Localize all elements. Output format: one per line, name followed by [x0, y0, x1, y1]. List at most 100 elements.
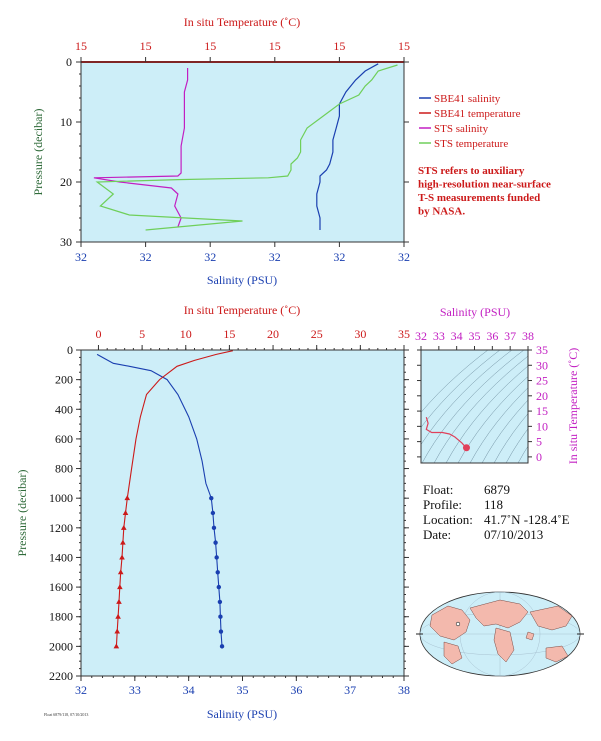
- salinity-marker: [217, 599, 223, 605]
- upper-bottom-tick-label: 32: [204, 250, 216, 264]
- upper-top-tick-label: 15: [333, 39, 345, 53]
- lower-y-tick-label: 0: [67, 343, 73, 357]
- upper-top-tick-label: 15: [204, 39, 216, 53]
- ts-right-tick-label: 5: [536, 435, 542, 449]
- ts-contour: [457, 376, 528, 463]
- ts-contour: [421, 350, 501, 428]
- lower-top-tick-label: 35: [398, 327, 410, 341]
- ts-top-tick-label: 37: [504, 329, 516, 343]
- ts-contour: [421, 350, 525, 463]
- ts-right-tick-label: 15: [536, 404, 548, 418]
- ts-contour: [481, 399, 528, 463]
- upper-y-tick-label: 20: [60, 175, 72, 189]
- lower-top-tick-label: 25: [311, 327, 323, 341]
- temperature-marker: [114, 628, 121, 634]
- legend-note-line: T-S measurements funded: [418, 192, 540, 204]
- lower-top-tick-label: 0: [95, 327, 101, 341]
- lower-top-tick-label: 5: [139, 327, 145, 341]
- ts-top-tick-label: 38: [522, 329, 534, 343]
- legend-note-line: by NASA.: [418, 206, 465, 218]
- lower-bottom-tick-label: 34: [183, 683, 195, 697]
- lower-y-tick-label: 1600: [49, 580, 73, 594]
- upper-y-tick-label: 0: [66, 55, 72, 69]
- lower-y-tick-label: 2000: [49, 639, 73, 653]
- lower-bottom-tick-label: 33: [129, 683, 141, 697]
- ts-contour: [421, 350, 513, 446]
- temperature-marker: [117, 569, 124, 575]
- upper-top-tick-label: 15: [269, 39, 281, 53]
- location-label: Location:: [423, 512, 473, 527]
- ts-right-axis-label: In situ Temperature (˚C): [566, 348, 580, 465]
- ts-top-tick-label: 35: [469, 329, 481, 343]
- temperature-marker: [124, 495, 131, 501]
- ts-right-tick-label: 35: [536, 343, 548, 357]
- upper-bottom-tick-label: 32: [75, 250, 87, 264]
- temperature-marker: [122, 510, 129, 515]
- lower-top-tick-label: 20: [267, 327, 279, 341]
- salinity-marker: [213, 540, 218, 545]
- ts-contour: [505, 428, 528, 463]
- legend-item-label: SBE41 salinity: [434, 93, 501, 105]
- salinity-marker: [219, 644, 225, 649]
- ts-top-tick-label: 34: [451, 329, 463, 343]
- upper-top-tick-label: 15: [140, 39, 152, 53]
- lower-y-tick-label: 1800: [49, 610, 73, 624]
- upper-top-tick-label: 15: [75, 39, 87, 53]
- lower-top-axis-label: In situ Temperature (˚C): [184, 303, 301, 317]
- float-info: Float: 6879 Profile: 118 Location: 41.7˚…: [423, 482, 570, 542]
- salinity-marker: [215, 570, 220, 575]
- lower-top-tick-label: 30: [354, 327, 366, 341]
- legend: SBE41 salinity SBE41 temperature STS salin…: [418, 93, 551, 218]
- ts-right-tick-label: 10: [536, 419, 548, 433]
- lower-y-tick-label: 1400: [49, 550, 73, 564]
- lower-bottom-tick-label: 36: [290, 683, 302, 697]
- ts-top-tick-label: 32: [415, 329, 427, 343]
- upper-y-axis-label: Pressure (decibar): [31, 109, 45, 196]
- upper-bottom-tick-label: 32: [140, 250, 152, 264]
- ts-contour: [421, 350, 489, 413]
- upper-y-tick-label: 10: [60, 115, 72, 129]
- lower-plot: In situ Temperature (˚C) 0 5 10 15 20 25 30 35 …: [15, 303, 410, 721]
- footer-text: Float 6879/118, 07/10/2013: [44, 712, 88, 718]
- ts-top-tick-label: 33: [433, 329, 445, 343]
- profile-label: Profile:: [423, 497, 462, 512]
- ts-top-tick-label: 36: [486, 329, 498, 343]
- float-label: Float:: [423, 482, 453, 497]
- location-value: 41.7˚N -128.4˚E: [484, 512, 570, 527]
- temperature-marker: [113, 643, 120, 649]
- legend-item-label: STS temperature: [434, 138, 508, 150]
- date-value: 07/10/2013: [484, 527, 543, 542]
- salinity-marker: [214, 555, 219, 560]
- temperature-marker: [120, 539, 126, 545]
- ts-top-axis-label: Salinity (PSU): [440, 305, 510, 319]
- ts-contour: [445, 365, 528, 463]
- lower-top-tick-label: 10: [180, 327, 192, 341]
- lower-y-tick-label: 2200: [49, 669, 73, 683]
- upper-bottom-axis-label: Salinity (PSU): [207, 273, 277, 287]
- lower-bottom-tick-label: 38: [398, 683, 410, 697]
- ts-series-line: [425, 417, 467, 449]
- ts-plot-area: [421, 350, 528, 463]
- ts-contour: [493, 413, 528, 463]
- legend-note-line: high-resolution near-surface: [418, 179, 551, 191]
- lower-bottom-axis-label: Salinity (PSU): [207, 707, 277, 721]
- float-location-marker: [455, 621, 461, 627]
- salinity-marker: [209, 495, 214, 501]
- temperature-marker: [117, 584, 123, 590]
- ts-right-tick-label: 20: [536, 389, 548, 403]
- legend-item-label: SBE41 temperature: [434, 108, 521, 120]
- lower-bottom-tick-label: 35: [237, 683, 249, 697]
- temperature-marker: [119, 554, 125, 560]
- ts-right-tick-label: 25: [536, 374, 548, 388]
- upper-top-axis-label: In situ Temperature (˚C): [184, 15, 301, 29]
- upper-series-sbe41-salinity: [316, 63, 379, 230]
- ts-contour: [517, 445, 528, 463]
- date-label: Date:: [423, 527, 451, 542]
- legend-item-label: STS salinity: [434, 123, 489, 135]
- ts-contour: [433, 355, 528, 463]
- salinity-marker: [211, 525, 217, 531]
- lower-y-axis-label: Pressure (decibar): [15, 470, 29, 557]
- upper-bottom-tick-label: 32: [398, 250, 410, 264]
- float-value: 6879: [484, 482, 510, 497]
